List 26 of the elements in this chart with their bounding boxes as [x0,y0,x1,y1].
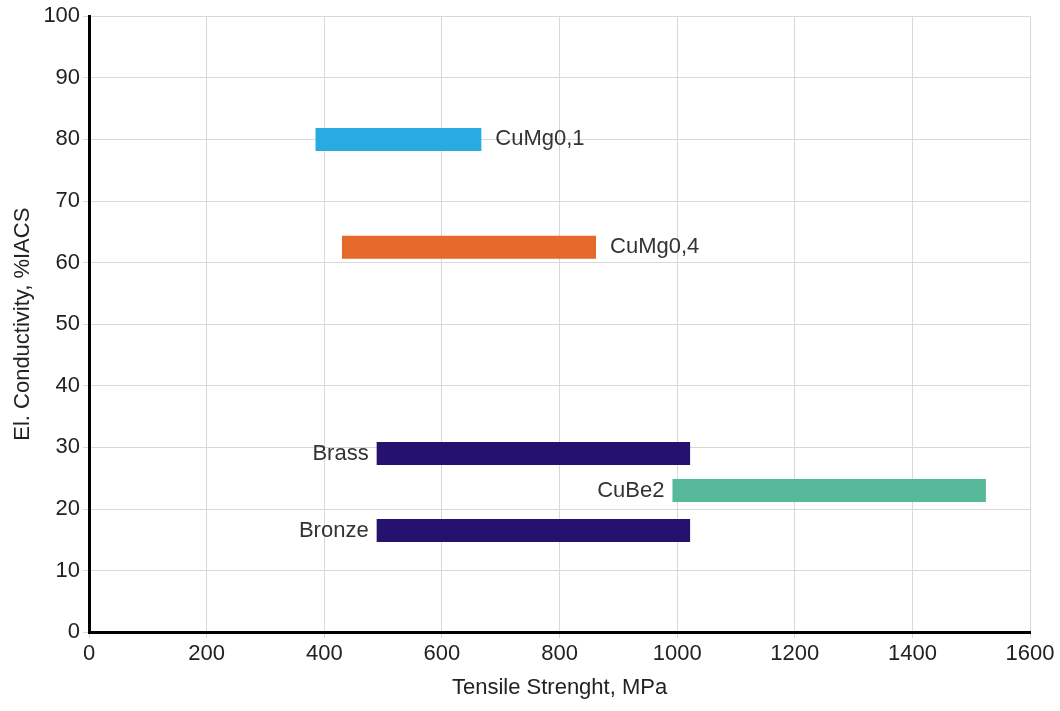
x-tick-label: 400 [305,640,343,666]
x-tick-label: 1200 [770,640,820,666]
series-label: CuBe2 [597,476,665,502]
y-tick-label: 60 [55,248,81,274]
y-tick-label: 30 [55,433,81,459]
y-tick-label: 100 [43,2,81,28]
series-label: Brass [312,439,369,465]
y-axis-title: El. Conductivity, %IACS [9,207,35,441]
y-tick-label: 80 [55,125,81,151]
y-tick-label: 20 [55,495,81,521]
series-label: Bronze [298,516,369,542]
y-tick-label: 50 [55,310,81,336]
x-tick-label: 800 [541,640,578,666]
y-tick-label: 10 [55,556,81,582]
x-tick-label: 200 [188,640,226,666]
x-tick-label: 1600 [1005,640,1055,666]
x-axis-title: Tensile Strenght, MPa [451,673,668,699]
y-tick-label: 40 [55,371,81,397]
x-tick-label: 1400 [887,640,937,666]
series-label: CuMg0,4 [610,233,700,259]
series-label: CuMg0,1 [495,125,585,151]
y-tick-label: 90 [55,63,81,89]
y-tick-label: 70 [55,187,81,213]
x-tick-label: 600 [423,640,461,666]
x-tick-label: 1000 [652,640,702,666]
y-tick-label: 0 [67,618,81,644]
